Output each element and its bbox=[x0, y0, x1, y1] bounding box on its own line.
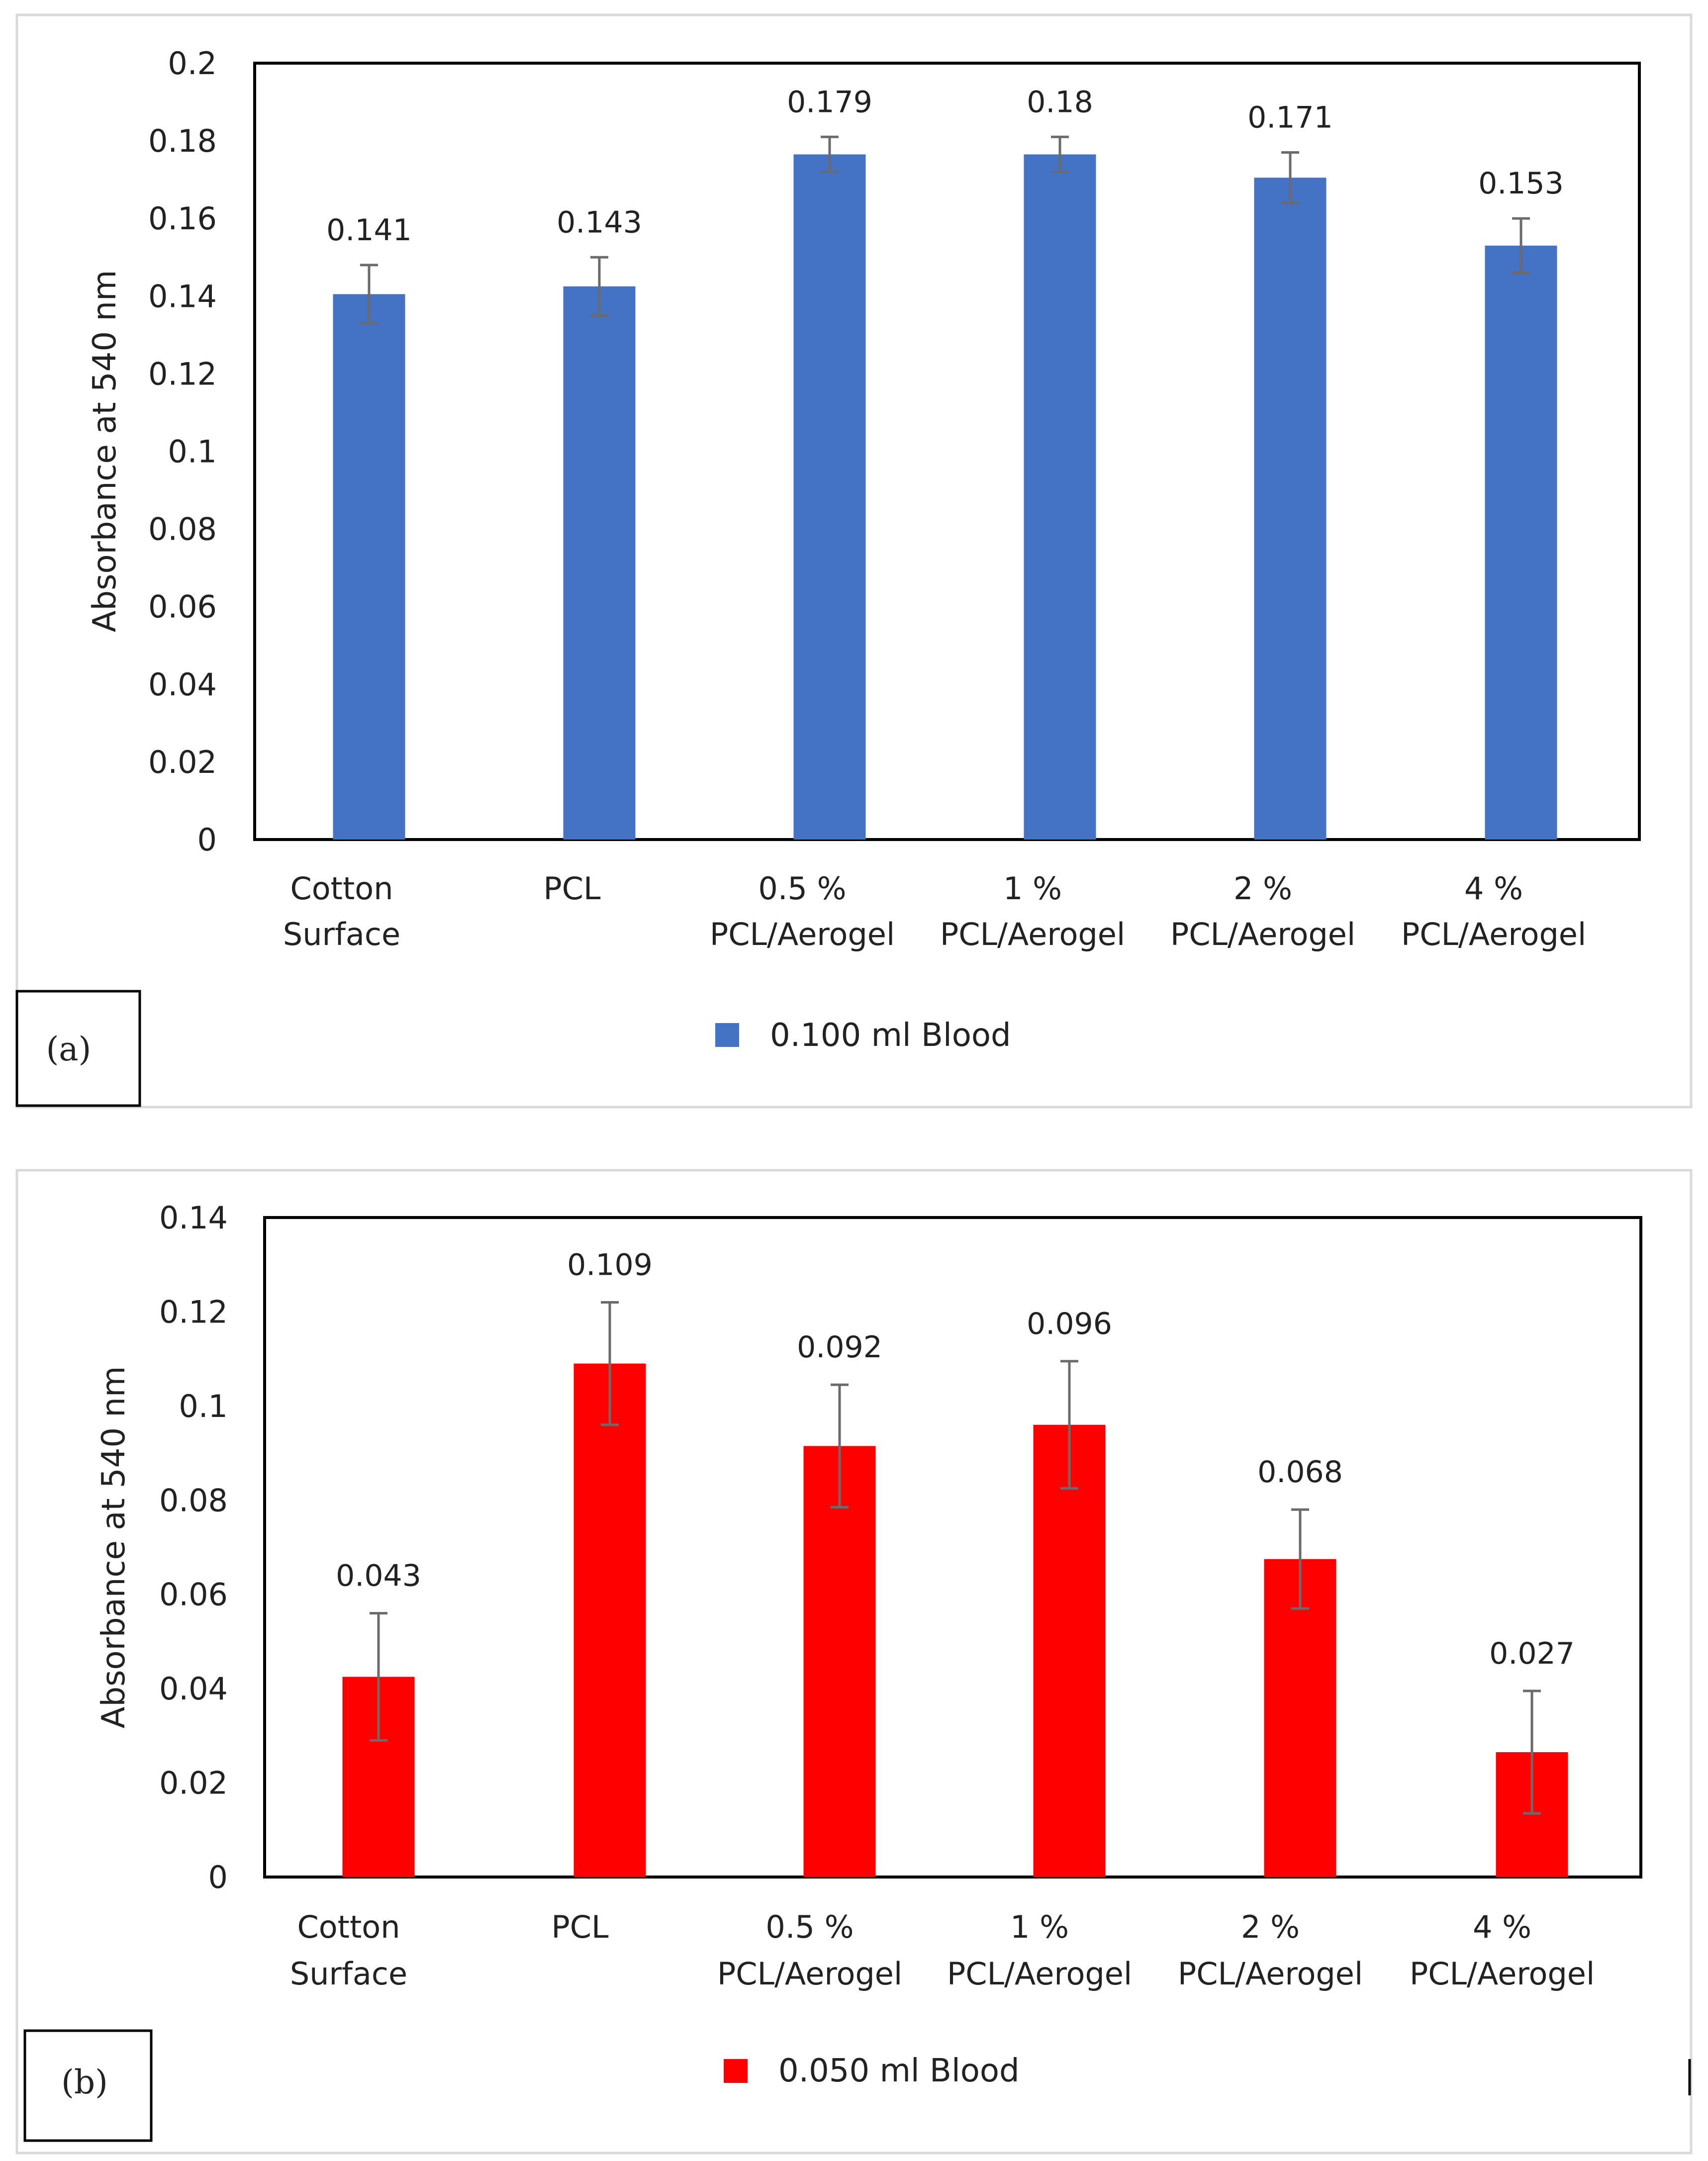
panel-b-plot-frame bbox=[263, 1216, 1642, 1879]
bar bbox=[563, 286, 636, 840]
category-label: PCL/Aerogel bbox=[710, 916, 895, 952]
category-label: PCL bbox=[551, 1909, 609, 1945]
panel-b-legend-text: 0.050 ml Blood bbox=[778, 2053, 1020, 2089]
bar bbox=[1033, 1424, 1106, 1877]
category-label: 0.5 % bbox=[765, 1909, 854, 1945]
data-label: 0.068 bbox=[1257, 1455, 1343, 1490]
panel-a-y-axis-label: Absorbance at 540 nm bbox=[87, 270, 123, 633]
y-tick-label: 0.12 bbox=[148, 356, 217, 392]
data-label: 0.092 bbox=[797, 1330, 882, 1365]
data-label: 0.143 bbox=[557, 205, 642, 240]
category-label: PCL/Aerogel bbox=[1410, 1956, 1595, 1992]
category-label: Surface bbox=[283, 916, 400, 952]
panel-b-label: (b) bbox=[61, 2063, 108, 2101]
y-tick-label: 0.04 bbox=[148, 666, 217, 703]
category-label: 4 % bbox=[1473, 1909, 1531, 1945]
category-label: PCL/Aerogel bbox=[940, 916, 1125, 952]
category-label: 1 % bbox=[1010, 1909, 1069, 1945]
category-label: PCL/Aerogel bbox=[947, 1956, 1132, 1992]
data-label: 0.109 bbox=[567, 1247, 653, 1282]
data-label: 0.027 bbox=[1489, 1636, 1575, 1671]
data-label: 0.171 bbox=[1247, 100, 1333, 135]
bar bbox=[803, 1446, 876, 1877]
y-tick-label: 0.2 bbox=[168, 45, 217, 82]
y-tick-label: 0.14 bbox=[148, 278, 217, 314]
category-label: 4 % bbox=[1464, 870, 1523, 907]
category-label: 2 % bbox=[1241, 1909, 1300, 1945]
data-label: 0.096 bbox=[1027, 1307, 1112, 1341]
y-tick-label: 0.12 bbox=[159, 1294, 228, 1330]
bar bbox=[793, 154, 866, 840]
y-tick-label: 0.04 bbox=[159, 1671, 228, 1707]
y-tick-label: 0.08 bbox=[148, 511, 217, 548]
data-label: 0.153 bbox=[1478, 166, 1564, 201]
y-tick-label: 0.18 bbox=[148, 123, 217, 159]
bar bbox=[333, 294, 405, 840]
bar bbox=[1485, 245, 1557, 840]
y-tick-label: 0.14 bbox=[159, 1200, 228, 1236]
category-label: PCL/Aerogel bbox=[1401, 916, 1586, 952]
category-label: PCL bbox=[543, 870, 601, 907]
y-tick-label: 0.16 bbox=[148, 200, 217, 237]
y-tick-label: 0.1 bbox=[179, 1388, 228, 1424]
chart-panel-b: 0 0.02 0.04 0.06 0.08 0.1 0.12 0.14 Absorbance … bbox=[15, 1169, 1693, 2155]
y-tick-label: 0.06 bbox=[148, 589, 217, 625]
bar bbox=[1254, 178, 1327, 840]
bar bbox=[573, 1363, 646, 1877]
data-label: 0.141 bbox=[326, 213, 412, 248]
bar bbox=[1024, 154, 1096, 840]
category-label: Cotton bbox=[290, 870, 393, 907]
data-label: 0.043 bbox=[336, 1559, 421, 1594]
category-label: PCL/Aerogel bbox=[1170, 916, 1355, 952]
category-label: Surface bbox=[290, 1956, 407, 1992]
panel-a-legend-text: 0.100 ml Blood bbox=[770, 1017, 1011, 1054]
data-label: 0.179 bbox=[787, 85, 872, 119]
panel-a-category-labels: Cotton Surface PCL 0.5 % PCL/Aerogel 1 % PCL/A… bbox=[283, 870, 1586, 952]
y-tick-label: 0.08 bbox=[159, 1482, 228, 1518]
category-label: 2 % bbox=[1234, 870, 1292, 907]
panel-a-label-box bbox=[15, 990, 141, 1107]
y-tick-label: 0 bbox=[208, 1859, 228, 1895]
panel-b-bars: 0.043 0.109 0.092 0.096 0.068 0.027 bbox=[336, 1247, 1575, 1877]
y-tick-label: 0.02 bbox=[148, 744, 217, 780]
panel-b-legend-swatch bbox=[724, 2059, 748, 2083]
panel-b-y-ticks: 0 0.02 0.04 0.06 0.08 0.1 0.12 0.14 bbox=[159, 1200, 228, 1895]
panel-a-legend-swatch bbox=[715, 1023, 739, 1047]
panel-a-plot-frame bbox=[253, 62, 1641, 841]
y-tick-label: 0.02 bbox=[159, 1765, 228, 1801]
category-label: 0.5 % bbox=[758, 870, 846, 907]
panel-b-y-axis-label: Absorbance at 540 nm bbox=[95, 1366, 132, 1729]
category-label: Cotton bbox=[297, 1909, 400, 1945]
category-label: 1 % bbox=[1003, 870, 1062, 907]
chart-panel-a: 00.020.040.060.080.10.120.140.160.180.2 … bbox=[15, 13, 1693, 1109]
panel-b-label-box bbox=[23, 2029, 153, 2142]
panel-a-label: (a) bbox=[46, 1030, 92, 1068]
category-label: PCL/Aerogel bbox=[1178, 1956, 1363, 1992]
panel-b-category-labels: Cotton Surface PCL 0.5 % PCL/Aerogel 1 % PCL/A… bbox=[290, 1909, 1595, 1992]
bar bbox=[1264, 1559, 1336, 1877]
panel-a-bars: 0.141 0.143 0.179 0.18 0.171 0.153 bbox=[326, 85, 1564, 840]
y-tick-label: 0 bbox=[197, 822, 217, 858]
panel-a-y-ticks: 0 0.02 0.04 0.06 0.08 0.1 0.12 0.14 0.16 0.18 0.2 bbox=[148, 45, 217, 858]
data-label: 0.18 bbox=[1027, 85, 1093, 119]
y-tick-label: 0.1 bbox=[168, 434, 217, 470]
y-tick-label: 0.06 bbox=[159, 1577, 228, 1613]
category-label: PCL/Aerogel bbox=[717, 1956, 902, 1992]
